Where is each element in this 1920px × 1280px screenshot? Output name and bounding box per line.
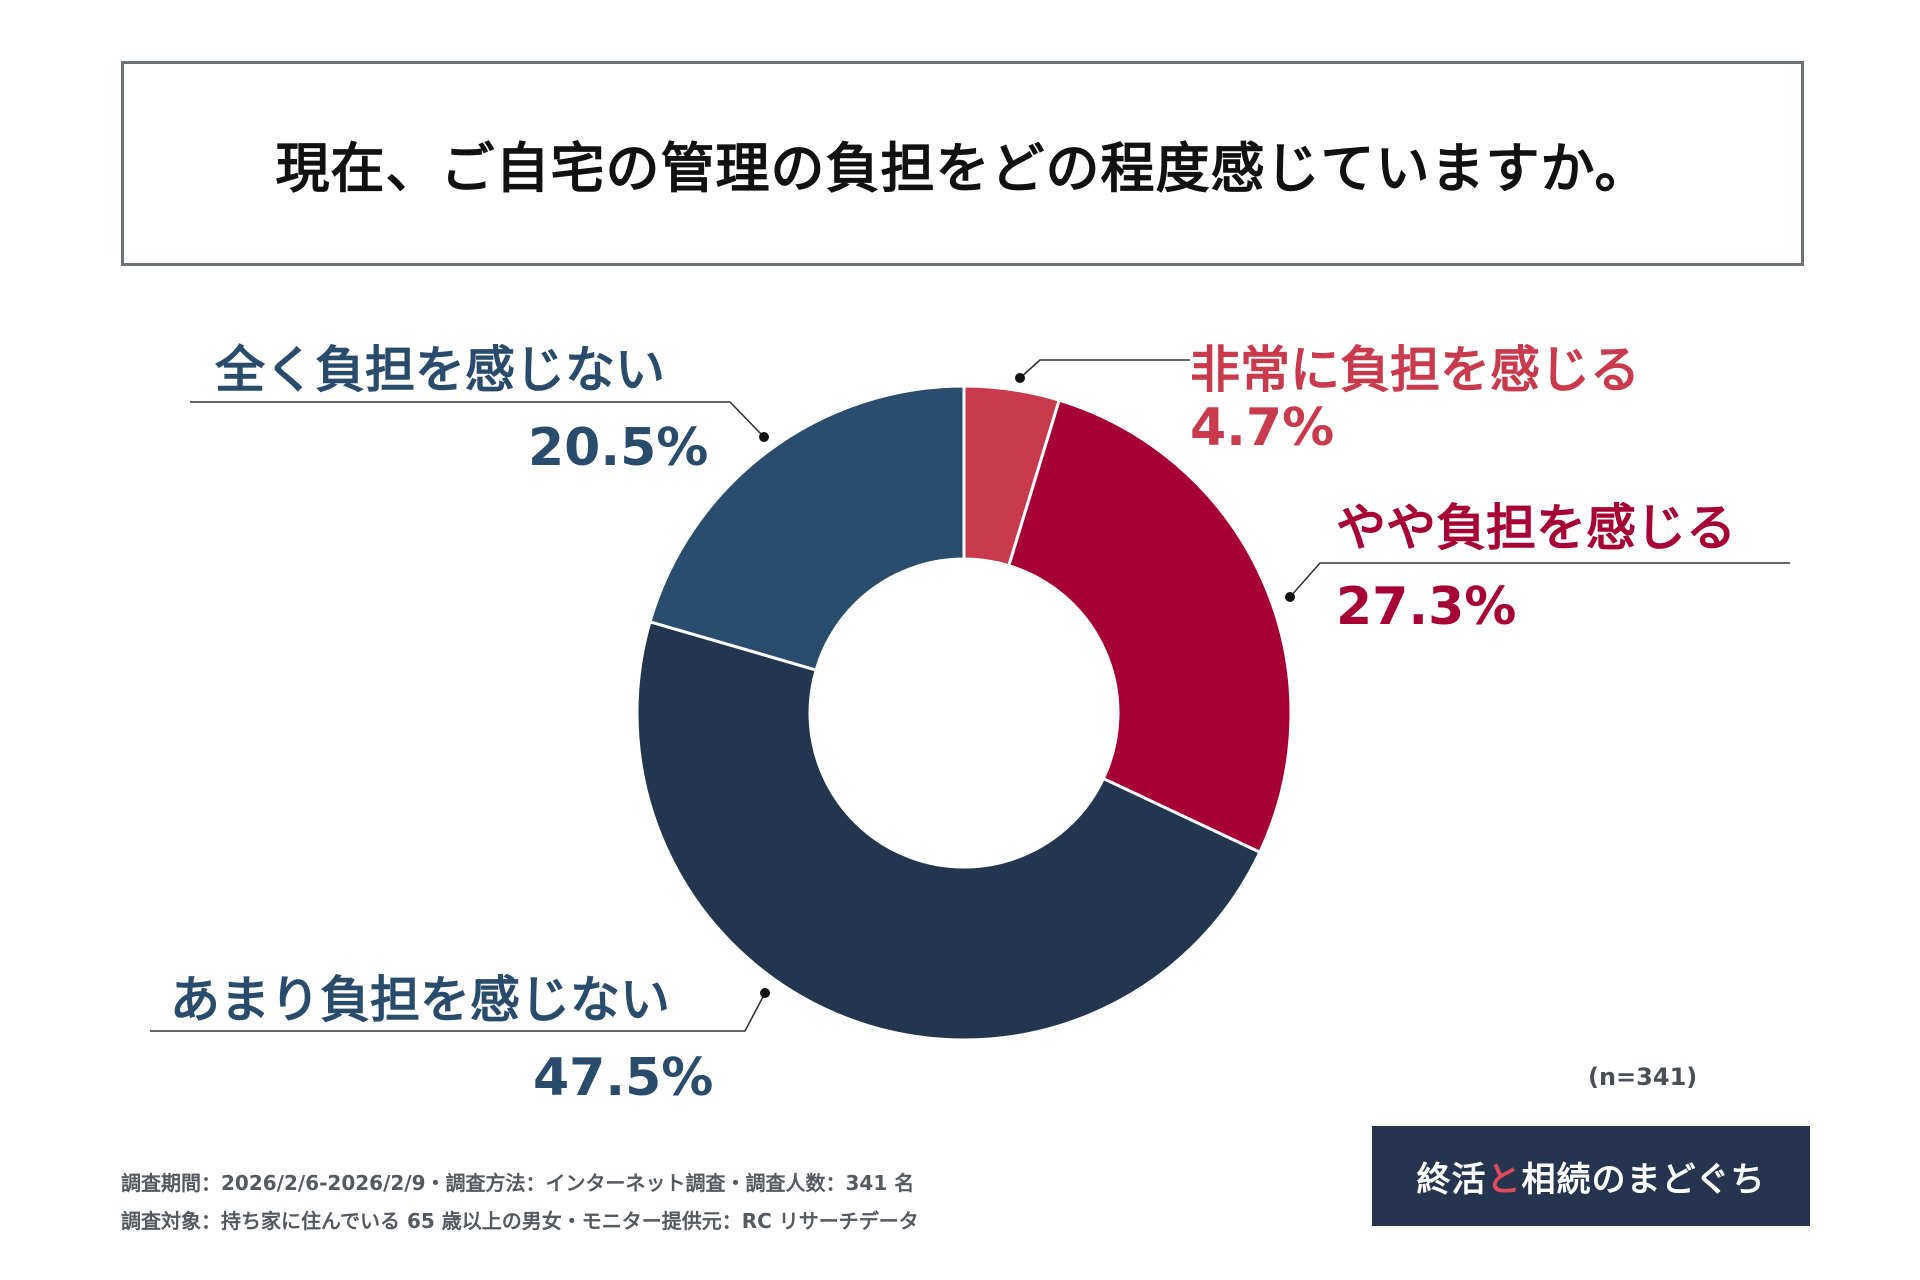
logo-text-2: と [1486,1159,1522,1200]
logo-text-1: 終活 [1416,1159,1487,1200]
chart-title: 現在、ご自宅の管理の負担をどの程度感じていますか。 [275,137,1650,200]
leader-line-not-very-burdened [150,992,766,1032]
brand-logo: 終活と相続のまどぐち [1372,1126,1810,1226]
leader-dot-not-very-burdened [760,988,770,998]
leader-line-not-burdened [190,401,765,438]
slice-not-very-burdened [635,619,1262,1042]
logo-text-3: 相続のまどぐち [1521,1159,1766,1200]
slice-value-not-burdened: 20.5% [528,418,709,478]
slice-not-burdened [648,384,966,672]
slice-label-not-burdened: 全く負担を感じない [215,341,665,399]
slice-label-not-very-burdened: あまり負担を感じない [170,971,670,1029]
slice-value-very-burdened: 4.7% [1190,398,1335,458]
slice-label-very-burdened: 非常に負担を感じる [1190,341,1640,399]
leader-dot-very-burdened [1015,373,1025,383]
leader-line-somewhat-burdened [1289,562,1790,598]
title-box: 現在、ご自宅の管理の負担をどの程度感じていますか。 [121,61,1804,266]
slice-somewhat-burdened [1006,398,1293,855]
slice-value-somewhat-burdened: 27.3% [1336,577,1517,637]
footnote-period: 調査期間：2026/2/6-2026/2/9・調査方法：インターネット調査・調査… [121,1171,915,1195]
slice-label-somewhat-burdened: やや負担を感じる [1336,499,1736,557]
leader-dot-somewhat-burdened [1285,592,1295,602]
sample-size-label: (n=341) [1588,1063,1698,1091]
footnote-target: 調査対象：持ち家に住んでいる 65 歳以上の男女・モニター提供元：RC リサーチ… [121,1209,919,1233]
leader-dot-not-burdened [759,432,769,442]
slice-value-not-very-burdened: 47.5% [533,1048,714,1108]
leader-line-very-burdened [1019,359,1190,379]
